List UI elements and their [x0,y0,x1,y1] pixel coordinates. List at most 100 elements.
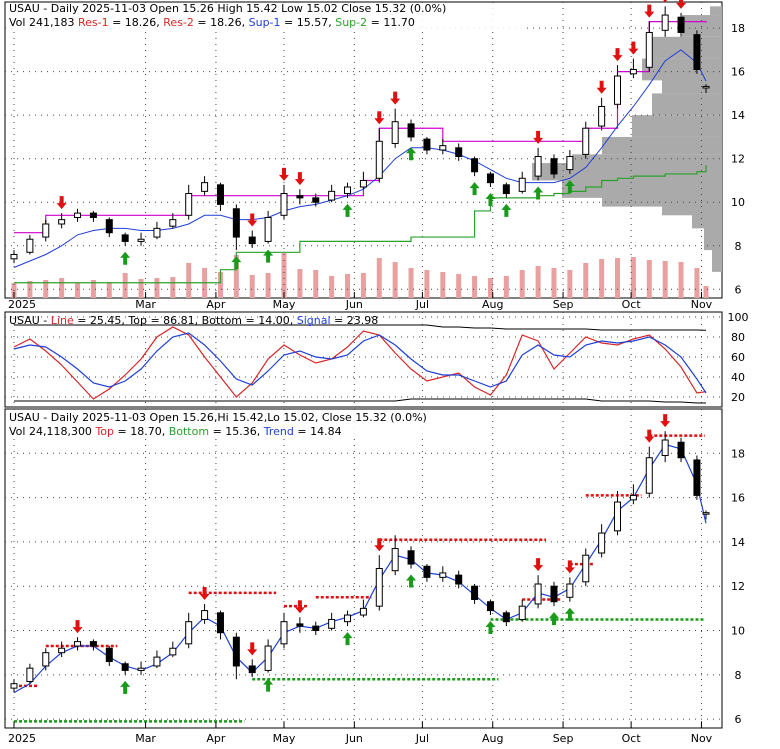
price-candle [502,184,510,195]
price-candle [702,85,710,89]
trend-x-tick-label: 2025 [8,732,36,745]
volume-profile-bar [682,15,722,37]
trend-x-tick-label: Nov [691,732,713,745]
buy-signal-arrow [342,203,353,217]
price-candle [486,173,494,184]
price-header-line-2-part: Sup-1 [249,16,284,29]
trend-panel-frame [4,408,723,729]
price-x-tick-label: Jul [415,298,429,311]
trend-price-candle [693,459,701,496]
price-candle [26,238,34,253]
price-candle [153,227,161,238]
trend-price-candle [201,610,209,620]
stochastic-header-part: = 23.98 [334,314,378,327]
trend-sell-signal-arrow [644,429,655,443]
volume-bar [487,278,493,298]
sell-signal-arrow [533,130,544,144]
price-header-line-2-part: = 18.26, [197,16,248,29]
price-candle [42,223,50,238]
price-header-line-2-part: = 18.26, [112,16,163,29]
volume-bar [376,258,382,298]
trend-price-candle [344,614,352,623]
buy-signal-arrow [231,256,242,270]
trend-price-candle [248,665,256,674]
trend-price-candle [169,647,177,656]
stochastic-y-tick-label: 40 [731,371,745,384]
price-candle [58,219,66,225]
trend-price-candle [582,554,590,583]
price-candle [614,75,622,105]
trend-price-candle [375,568,383,607]
volume-profile-bar [572,154,722,168]
trend-price-candle [216,612,224,634]
price-candle [121,234,129,242]
price-candle [582,127,590,155]
price-header-line-2-part: Res-2 [163,16,197,29]
trend-sell-signal-arrow [294,600,305,614]
volume-bar [154,278,160,298]
trend-buy-signal-arrow [406,574,417,588]
volume-bar [360,273,366,298]
trend-price-candle [42,652,50,667]
trend-y-tick-label: 14 [731,536,745,549]
volume-bar [694,268,700,298]
trend-sell-signal-arrow [660,414,671,428]
price-candle [455,147,463,158]
sell-signal-arrow [278,167,289,181]
volume-bar [440,272,446,298]
buy-signal-arrow [469,182,480,196]
price-y-tick-label: 12 [731,153,745,166]
volume-bar [678,262,684,298]
trend-x-tick-label: Aug [482,732,503,745]
sell-signal-arrow [612,48,623,62]
trend-sell-signal-arrow [533,558,544,572]
buy-signal-arrow [120,251,131,265]
trend-price-candle [74,641,82,647]
stochastic-header-part: Top [127,314,150,327]
price-candle [105,219,113,234]
trend-buy-signal-arrow [548,612,559,626]
volume-bar [424,270,430,298]
trend-header-line-2-part: = 18.70, [118,425,169,438]
volume-bar [503,276,509,298]
trend-header-line-2-part: = 14.84 [297,425,341,438]
volume-bar [106,282,112,298]
volume-bar [662,261,668,298]
trend-x-tick-label: Jun [345,732,363,745]
trend-y-tick-label: 6 [735,713,742,726]
trend-price-candle [645,457,653,494]
volume-bar [233,255,239,298]
volume-bar [217,272,223,298]
price-candle [280,193,288,216]
volume-bar [472,276,478,298]
trend-price-candle [471,585,479,601]
trend-price-candle [264,645,272,671]
price-candle [201,182,209,192]
trend-price-candle [153,656,161,667]
trend-sell-signal-arrow [247,642,258,656]
trend-price-candle [502,612,510,623]
trend-price-candle [296,623,304,627]
volume-bar [535,266,541,298]
price-candle [89,212,97,218]
trend-sell-signal-arrow [374,538,385,552]
price-candle [216,184,224,205]
volume-bar [646,260,652,298]
trend-header-background [6,410,446,438]
stochastic-header-part: = 86.81, [150,314,201,327]
trend-price-candle [407,550,415,565]
trend-price-candle [534,583,542,605]
series-sup-2-line [14,165,707,284]
stochastic-header-part: = 14.00, [246,314,297,327]
trend-price-candle [232,636,240,667]
trend-price-candle [629,494,637,501]
volume-bar [630,257,636,298]
trend-header-line-1: USAU - Daily 2025-11-03 Open 15.26,Hi 15… [9,411,427,424]
trend-price-candle [185,621,193,645]
trend-buy-signal-arrow [485,621,496,635]
trend-sell-signal-arrow [199,586,210,600]
trend-x-tick-label: Oct [622,732,642,745]
stochastic-y-tick-label: 20 [731,391,745,404]
volume-bar [703,286,709,298]
trend-price-candle [359,607,367,616]
